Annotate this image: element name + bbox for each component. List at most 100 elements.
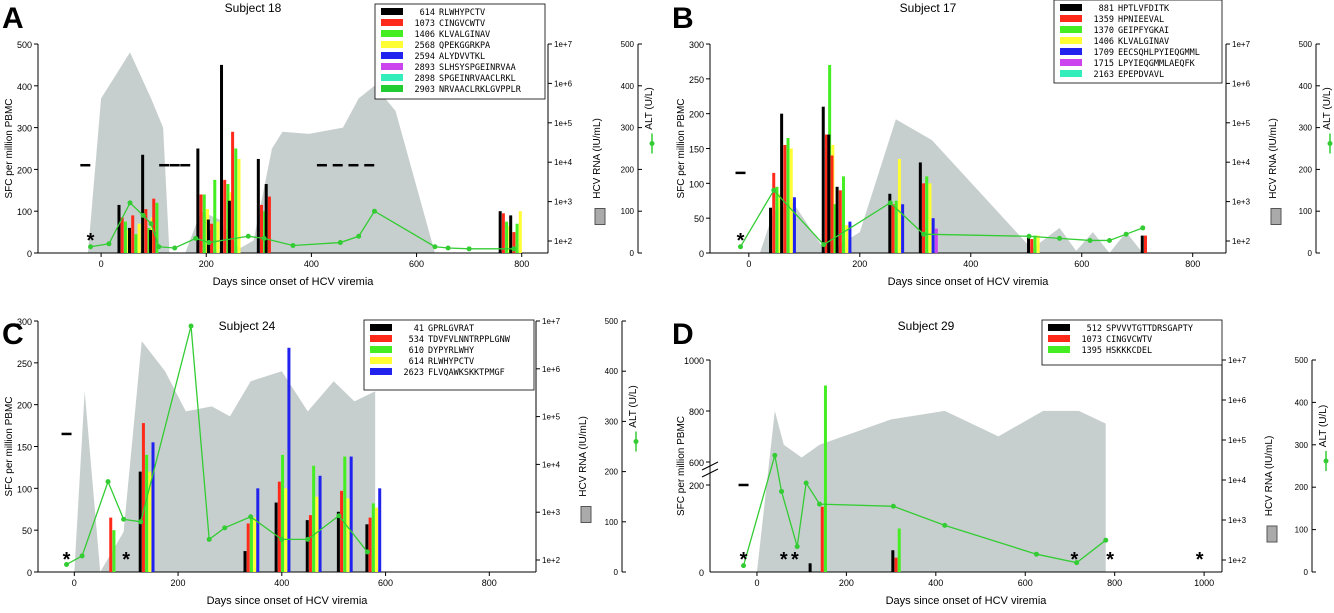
legend-swatch (1060, 70, 1082, 77)
bar (349, 456, 353, 572)
rna-tick-label: 1e+3 (1232, 198, 1251, 207)
legend-swatch (370, 335, 392, 342)
bar (213, 179, 217, 253)
alt-axis-label: ALT (U/L) (1318, 405, 1329, 447)
legend-epitope-id: 2903 (415, 85, 435, 95)
bar (249, 517, 253, 572)
legend-swatch (1060, 59, 1082, 66)
x-tick-label: 800 (514, 259, 529, 269)
alt-tick-label: 0 (1308, 249, 1313, 258)
alt-tick-label: 200 (1299, 165, 1313, 174)
alt-axis-label: ALT (U/L) (628, 385, 639, 427)
x-tick-label: 600 (409, 259, 424, 269)
x-axis-label: Days since onset of HCV viremia (886, 595, 1048, 607)
axis-break-mark (701, 468, 719, 478)
alt-legend-marker (649, 141, 655, 146)
bar (343, 456, 347, 572)
alt-point (741, 563, 747, 569)
bar (141, 154, 145, 253)
alt-point (279, 536, 285, 542)
chart-title: Subject 17 (900, 1, 957, 15)
alt-tick-label: 400 (1299, 82, 1313, 91)
bar (277, 481, 281, 572)
y-tick-label: 300 (17, 124, 32, 134)
alt-point (222, 525, 228, 531)
bar (287, 347, 291, 572)
bar (134, 234, 138, 253)
alt-point (1026, 233, 1032, 239)
alt-point (887, 200, 893, 206)
alt-point (337, 240, 343, 246)
bar (256, 158, 260, 253)
alt-tick-label: 0 (630, 249, 635, 258)
alt-point (188, 323, 194, 329)
alt-point (140, 212, 146, 218)
legend-swatch (381, 85, 403, 92)
legend-swatch (1060, 4, 1082, 11)
alt-point (942, 522, 948, 528)
legend-epitope-seq: SLHSYSPGEINRVAA (439, 63, 516, 73)
asterisk-marker: * (791, 549, 799, 571)
legend-epitope-id: 2893 (415, 63, 435, 73)
bar (216, 221, 220, 253)
bar (835, 186, 839, 253)
legend-epitope-id: 41 (414, 324, 424, 334)
x-tick-label: 800 (1107, 578, 1122, 588)
y-tick-label: 0 (699, 249, 704, 259)
bar (231, 131, 235, 253)
asterisk-marker: * (87, 230, 95, 252)
legend-swatch (370, 357, 392, 364)
alt-tick-label: 300 (621, 124, 635, 133)
x-tick-label: 200 (839, 578, 854, 588)
alt-point (1033, 551, 1039, 557)
rna-tick-label: 1e+6 (1232, 79, 1251, 88)
bar (891, 204, 895, 253)
x-tick-label: 0 (72, 578, 77, 588)
legend-epitope-seq: GPRLGVRAT (428, 324, 474, 334)
bar (891, 550, 895, 572)
bar (315, 496, 319, 572)
rna-tick-label: 1e+6 (554, 79, 573, 88)
rna-tick-label: 1e+7 (1232, 40, 1251, 49)
rna-axis-label: HCV RNA (IU/mL) (578, 416, 589, 497)
x-tick-label: 200 (199, 259, 214, 269)
y-tick-label: 250 (17, 359, 32, 369)
legend-swatch (1048, 324, 1070, 331)
legend-swatch (1060, 37, 1082, 44)
legend-epitope-seq: CINGVCWTV (439, 19, 485, 29)
bar (112, 530, 116, 572)
x-axis-label: Days since onset of HCV viremia (888, 276, 1050, 288)
bar (243, 551, 247, 572)
chart-title: Subject 18 (225, 1, 282, 15)
alt-point (1123, 231, 1129, 237)
alt-point (803, 480, 809, 486)
bar (274, 502, 278, 572)
bar (772, 172, 776, 253)
alt-point (248, 514, 254, 520)
bar (346, 498, 350, 572)
x-tick-label: 200 (852, 259, 867, 269)
legend-epitope-seq: FLVQAWKSKKTPMGF (428, 368, 505, 378)
alt-point (1087, 237, 1093, 243)
bar (152, 198, 156, 253)
y-axis-label: SFC per million PBMC (676, 98, 687, 198)
legend-epitope-seq: KLVALGINAV (439, 30, 490, 40)
bar (888, 193, 892, 253)
legend-epitope-id: 2568 (415, 41, 435, 51)
rna-tick-label: 1e+3 (542, 508, 561, 517)
legend-epitope-id: 534 (409, 335, 424, 345)
legend-swatch (1060, 15, 1082, 22)
bar (375, 507, 379, 572)
bar (253, 517, 257, 572)
alt-tick-label: 500 (1299, 40, 1313, 49)
bar (151, 442, 155, 572)
rna-axis-label: HCV RNA (IU/mL) (592, 118, 603, 199)
alt-point (772, 452, 778, 458)
alt-point (1074, 560, 1080, 566)
legend-swatch (1060, 26, 1082, 33)
panel-a: A Subject 18 0 100 200 300 400 500 0 200 400 600 800… (2, 1, 655, 288)
alt-tick-label: 300 (605, 417, 619, 426)
bar (934, 228, 938, 253)
rna-tick-label: 1e+2 (1232, 237, 1251, 246)
bar (842, 176, 846, 253)
